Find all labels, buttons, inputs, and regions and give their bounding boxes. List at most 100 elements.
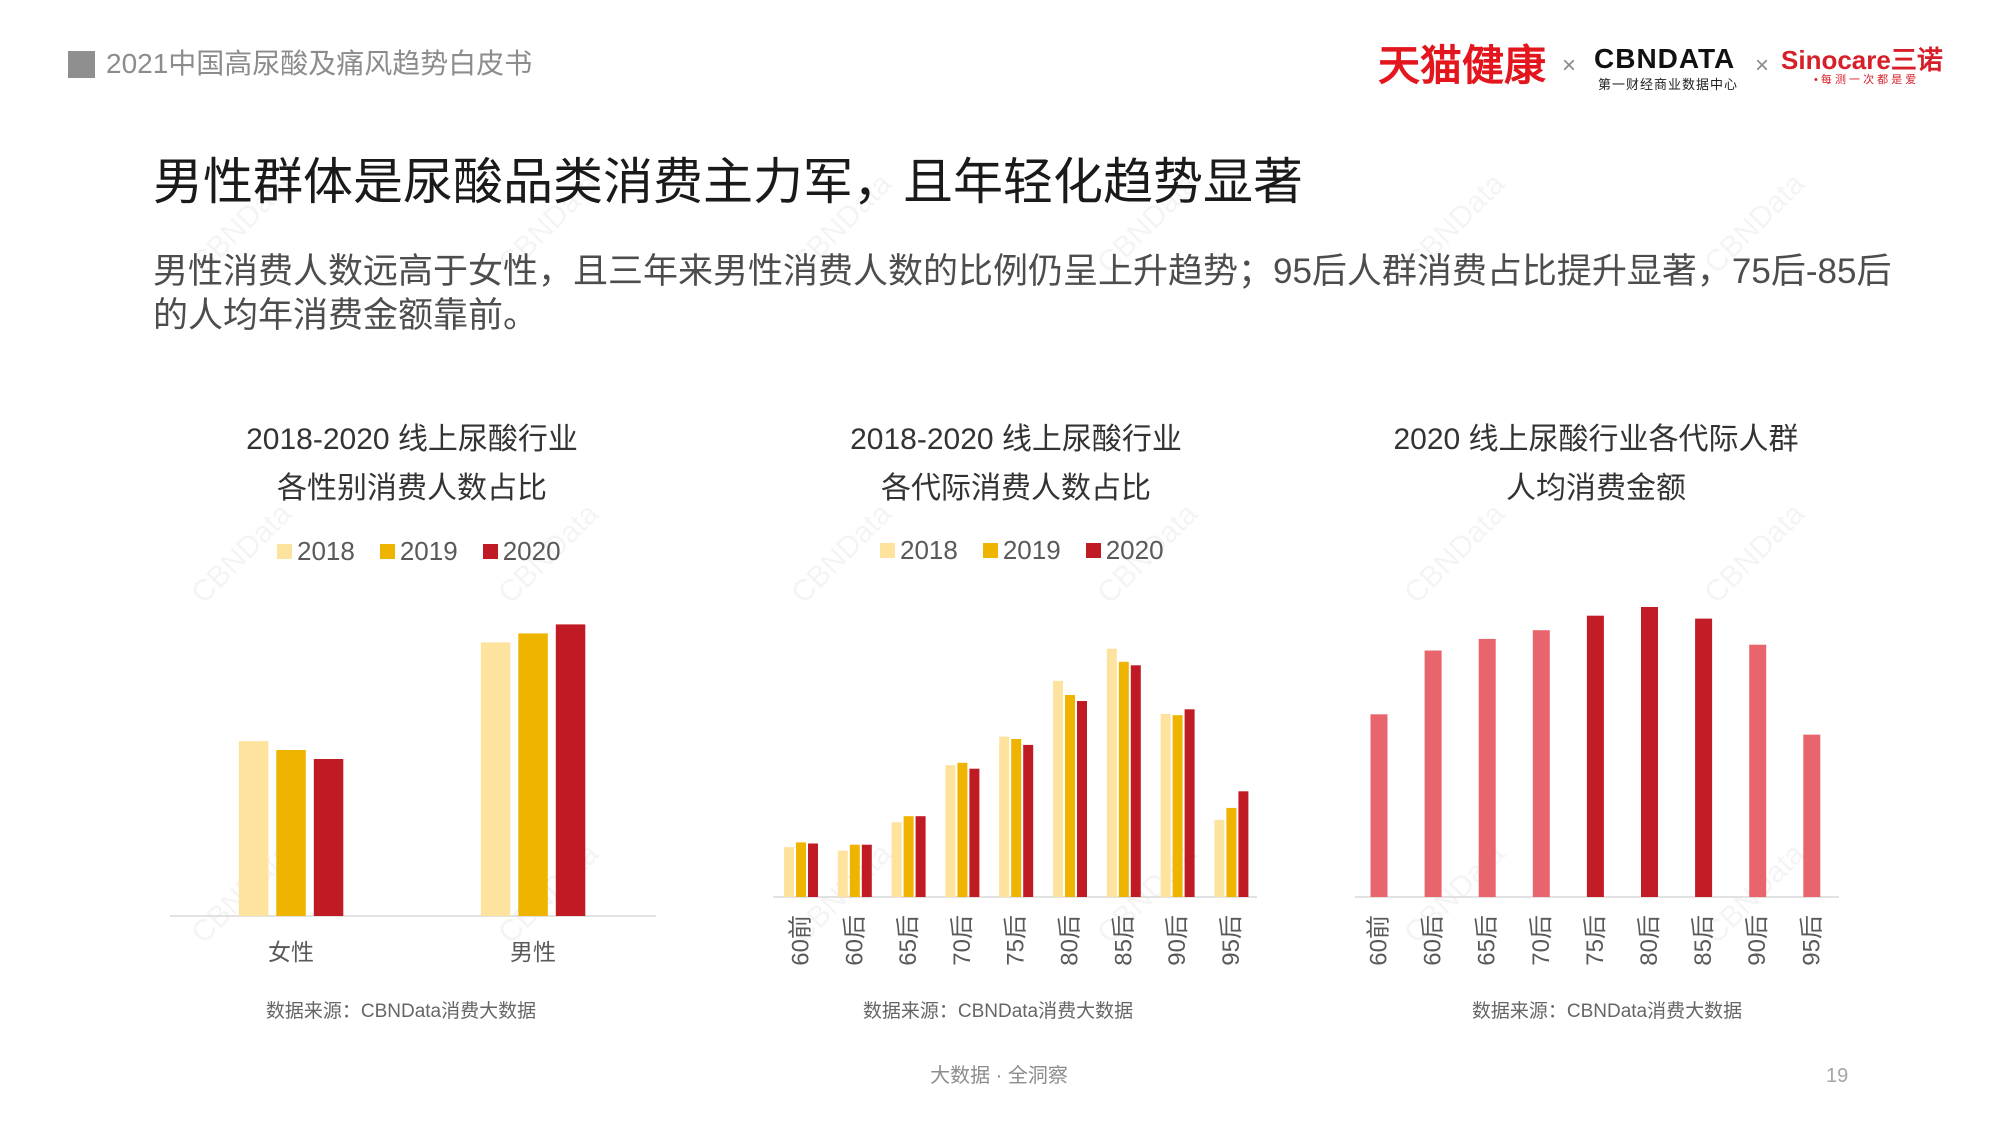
- gender-chart-title-line1: 2018-2020 线上尿酸行业: [246, 423, 578, 456]
- cbndata-logo-subtitle: 第一财经商业数据中心: [1598, 77, 1739, 92]
- generation-spend-chart-title-line2: 人均消费金额: [1506, 472, 1686, 505]
- gender-bar-0-2020: [313, 759, 344, 916]
- generation-share-x-tick-label: 65后: [895, 915, 922, 966]
- slide-title: 男性群体是尿酸品类消费主力军，且年轻化趋势显著: [153, 154, 1303, 210]
- generation-spend-bar-7: [1749, 644, 1767, 897]
- legend-swatch: [880, 542, 895, 558]
- gender-bar-1-2020: [555, 624, 586, 916]
- gender-chart-title-line2: 各性别消费人数占比: [277, 472, 547, 505]
- legend-label: 2018: [900, 535, 958, 565]
- generation-share-bar-3-2018: [945, 765, 956, 897]
- legend-label: 2020: [1105, 535, 1164, 565]
- generation-share-bar-2-2020: [915, 816, 926, 897]
- generation-spend-x-tick-label: 85后: [1690, 915, 1717, 966]
- generation-share-x-tick-label: 75后: [1003, 915, 1030, 966]
- legend-item: 2018: [277, 537, 355, 565]
- legend-item: 2020: [482, 536, 561, 566]
- gender-bar-0-2019: [276, 750, 306, 916]
- generation-share-bar-4-2018: [999, 736, 1010, 897]
- gender-bar-1-2018: [480, 642, 511, 916]
- generation-share-x-tick-label: 80后: [1057, 915, 1084, 966]
- generation-spend-bar-4: [1586, 615, 1604, 897]
- generation-share-bar-8-2019: [1226, 807, 1237, 897]
- legend-item: 2020: [1085, 535, 1164, 565]
- generation-spend-bar-5: [1641, 607, 1658, 897]
- cbndata-logo: CBNDATA: [1594, 43, 1736, 74]
- summary-line: 的人均年消费金额靠前。: [153, 296, 539, 335]
- footer-slogan: 大数据 · 全洞察: [930, 1065, 1068, 1087]
- generation-share-bar-5-2020: [1077, 701, 1087, 897]
- legend-swatch: [482, 543, 498, 559]
- generation-share-bar-4-2020: [1023, 744, 1034, 897]
- generation-share-bar-7-2018: [1160, 714, 1171, 897]
- generation-share-bar-2-2018: [891, 822, 902, 897]
- generation-share-bar-5-2019: [1065, 695, 1075, 897]
- generation-share-bar-1-2018: [837, 850, 848, 897]
- legend-swatch: [1085, 542, 1101, 558]
- legend-item: 2019: [982, 535, 1061, 565]
- generation-share-bar-0-2019: [796, 842, 806, 897]
- summary-line: 男性消费人数远高于女性，且三年来男性消费人数的比例仍呈上升趋势；95后人群消费占…: [153, 252, 1892, 291]
- tmall-health-logo: 天猫健康: [1378, 42, 1547, 89]
- generation-spend-x-tick-label: 80后: [1636, 915, 1663, 966]
- generation-spend-x-tick-label: 75后: [1582, 915, 1609, 966]
- generation-share-x-tick-label: 70后: [949, 915, 976, 966]
- generation-spend-x-tick-label: 95后: [1798, 915, 1825, 966]
- generation-share-bar-6-2020: [1130, 665, 1141, 897]
- gender-bar-1-2019: [518, 633, 548, 916]
- generation-share-bar-7-2020: [1184, 709, 1195, 897]
- legend-label: 2019: [399, 536, 458, 566]
- generation-share-bar-3-2019: [957, 762, 968, 897]
- generation-spend-chart-title-line1: 2020 线上尿酸行业各代际人群: [1393, 423, 1799, 456]
- generation-share-chart-legend: 2018 2019 2020: [880, 536, 1189, 564]
- legend-label: 2018: [297, 536, 355, 566]
- cross-icon: ×: [1755, 52, 1770, 79]
- generation-share-x-tick-label: 60后: [841, 915, 868, 966]
- gender-chart-source: 数据来源：CBNData消费大数据: [265, 1001, 537, 1022]
- generation-share-x-tick-label: 95后: [1218, 915, 1245, 966]
- generation-share-bar-4-2019: [1011, 739, 1022, 897]
- generation-share-bar-6-2018: [1106, 648, 1117, 897]
- gender-bar-0-2018: [238, 741, 269, 916]
- generation-spend-bar-2: [1478, 638, 1496, 897]
- legend-item: 2019: [379, 536, 458, 566]
- report-title: 2021中国高尿酸及痛风趋势白皮书: [106, 48, 533, 79]
- generation-share-x-tick-label: 60前: [788, 915, 815, 966]
- gender-x-tick-label: 女性: [268, 939, 314, 965]
- legend-swatch: [379, 543, 395, 559]
- generation-share-x-tick-label: 90后: [1164, 915, 1191, 966]
- generation-share-chart-source: 数据来源：CBNData消费大数据: [862, 1001, 1134, 1022]
- sinocare-logo: Sinocare三诺: [1781, 45, 1943, 75]
- generation-spend-bar-8: [1803, 734, 1821, 897]
- generation-share-chart-title-line2: 各代际消费人数占比: [881, 472, 1151, 505]
- generation-spend-x-tick-label: 65后: [1474, 915, 1501, 966]
- generation-share-bar-8-2020: [1238, 791, 1249, 897]
- generation-spend-bar-6: [1695, 618, 1713, 897]
- legend-label: 2019: [1002, 535, 1061, 565]
- legend-label: 2020: [502, 536, 561, 566]
- generation-share-bar-7-2019: [1172, 715, 1183, 897]
- generation-share-bar-8-2018: [1214, 819, 1225, 897]
- gender-x-tick-label: 男性: [510, 939, 556, 965]
- generation-spend-x-tick-label: 60前: [1366, 915, 1393, 966]
- legend-swatch: [982, 542, 998, 558]
- generation-share-x-tick-label: 85后: [1110, 915, 1137, 966]
- generation-spend-x-tick-label: 90后: [1744, 915, 1771, 966]
- generation-spend-bar-1: [1424, 650, 1442, 897]
- generation-share-bar-1-2020: [861, 844, 872, 897]
- generation-spend-x-tick-label: 70后: [1528, 915, 1555, 966]
- sinocare-logo-slogan: • 每 测 一 次 都 是 爱: [1814, 74, 1917, 86]
- generation-spend-x-tick-label: 60后: [1420, 915, 1447, 966]
- header-square-icon: [68, 51, 95, 78]
- page-number: 19: [1826, 1065, 1849, 1087]
- gender-chart: 女性 男性: [170, 624, 656, 965]
- generation-share-bar-5-2018: [1053, 680, 1063, 897]
- generation-spend-chart: 60前 60后 65后 70后 75后 80后 85后 90后 95后: [1355, 607, 1839, 966]
- legend-item: 2018: [880, 536, 958, 564]
- generation-spend-bar-3: [1532, 630, 1550, 897]
- gender-chart-legend: 2018 2019 2020: [277, 537, 586, 565]
- generation-share-chart-title-line1: 2018-2020 线上尿酸行业: [850, 423, 1182, 456]
